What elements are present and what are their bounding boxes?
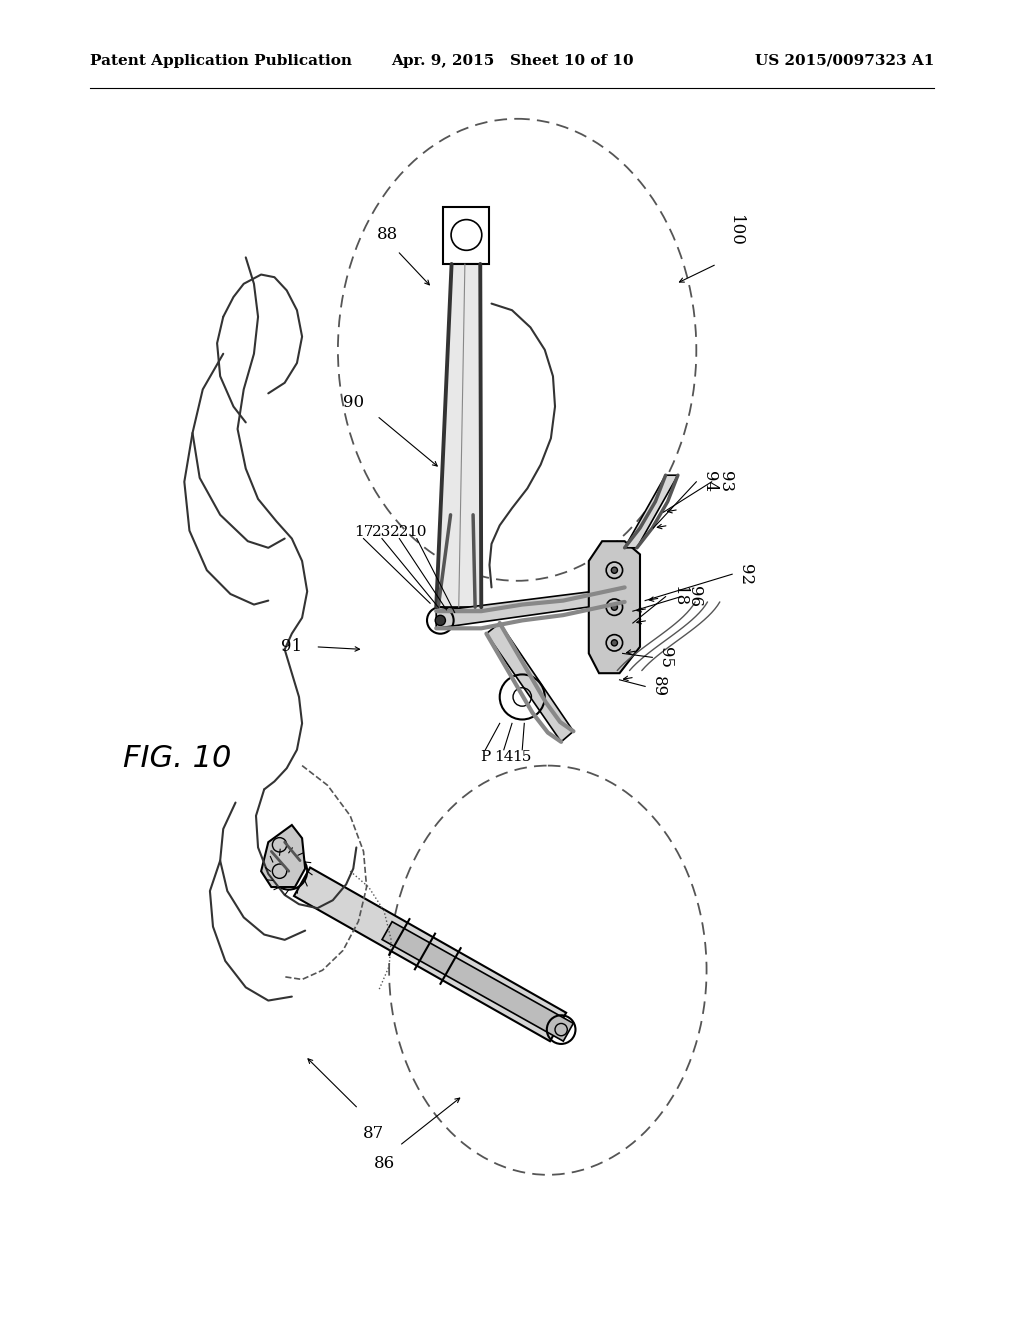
Text: 96: 96 (686, 586, 703, 607)
Text: 14: 14 (494, 750, 514, 764)
Polygon shape (261, 825, 305, 887)
Polygon shape (625, 475, 678, 548)
Polygon shape (294, 867, 566, 1041)
Text: 15: 15 (513, 750, 531, 764)
Polygon shape (436, 587, 625, 628)
Polygon shape (589, 541, 640, 673)
Text: 88: 88 (377, 227, 397, 243)
Polygon shape (436, 264, 481, 607)
Circle shape (435, 615, 445, 626)
Circle shape (611, 640, 617, 645)
Text: 92: 92 (737, 564, 755, 585)
Circle shape (611, 568, 617, 573)
Text: Patent Application Publication: Patent Application Publication (90, 54, 352, 69)
Text: 94: 94 (701, 471, 719, 492)
Text: FIG. 10: FIG. 10 (123, 744, 231, 774)
Text: 95: 95 (657, 647, 675, 668)
Text: 90: 90 (343, 395, 364, 411)
Text: 23: 23 (373, 524, 391, 539)
Text: 93: 93 (717, 471, 734, 492)
Polygon shape (486, 623, 573, 742)
Text: US 2015/0097323 A1: US 2015/0097323 A1 (755, 54, 934, 69)
Text: 87: 87 (364, 1125, 384, 1142)
Text: P: P (480, 750, 490, 764)
Text: 100: 100 (727, 215, 743, 247)
Circle shape (611, 605, 617, 610)
Text: 17: 17 (354, 524, 373, 539)
Text: 10: 10 (407, 524, 427, 539)
Text: 86: 86 (374, 1155, 394, 1172)
Text: Apr. 9, 2015   Sheet 10 of 10: Apr. 9, 2015 Sheet 10 of 10 (391, 54, 633, 69)
Text: 89: 89 (650, 676, 668, 697)
Text: 18: 18 (671, 586, 688, 607)
Text: 22: 22 (389, 524, 410, 539)
Text: 91: 91 (281, 639, 302, 655)
Polygon shape (382, 921, 573, 1041)
